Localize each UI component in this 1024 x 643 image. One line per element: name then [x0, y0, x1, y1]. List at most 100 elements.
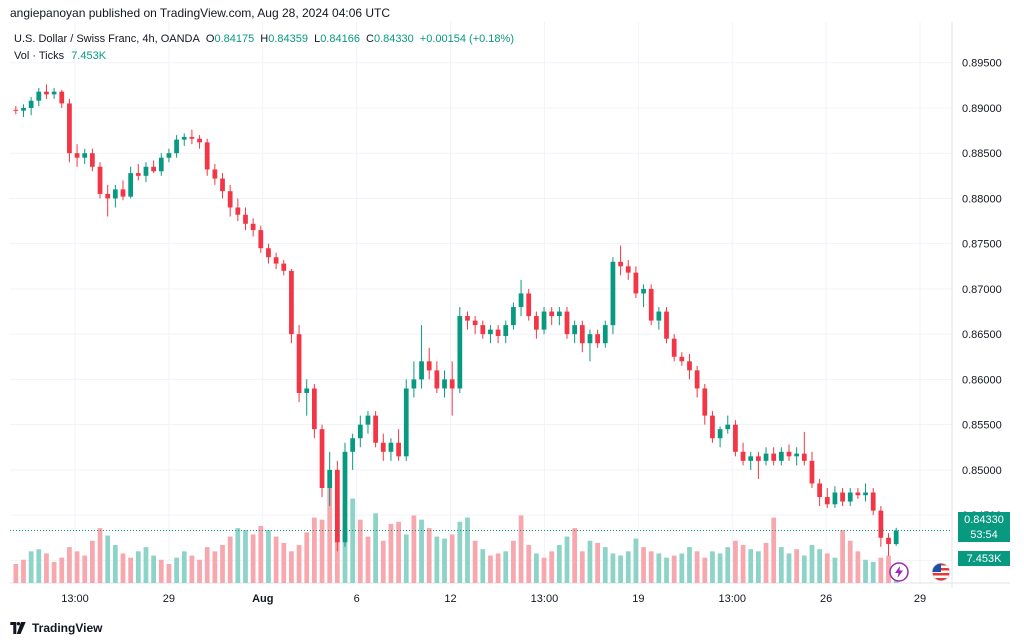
x-tick-label: 6	[354, 593, 360, 605]
lightning-icon[interactable]	[889, 562, 909, 582]
volume-bar	[281, 542, 287, 583]
close-value: 0.84330	[373, 33, 414, 45]
candle-body	[824, 497, 830, 505]
brand-footer: TradingView	[10, 621, 102, 635]
volume-bar	[710, 551, 715, 583]
volume-bar	[717, 553, 723, 583]
volume-bar	[189, 555, 195, 583]
candle-body	[840, 492, 845, 502]
volume-bar	[656, 553, 662, 583]
candle-body	[312, 388, 317, 430]
volume-bar	[610, 553, 616, 583]
volume-bar	[411, 515, 417, 583]
candle-body	[687, 361, 692, 371]
volume-bar	[319, 519, 325, 583]
candle-body	[166, 153, 172, 158]
us-flag-icon[interactable]	[931, 562, 951, 582]
candle-body	[334, 469, 340, 543]
candle-body	[633, 272, 639, 294]
x-tick-label: 13:00	[61, 593, 89, 605]
candle-body	[143, 166, 149, 176]
candle-body	[847, 492, 853, 502]
candle-body	[90, 153, 95, 167]
volume-bar	[549, 551, 555, 583]
candle-body	[281, 263, 287, 271]
volume-bar	[633, 538, 639, 583]
candle-body	[771, 453, 777, 461]
volume-bar	[756, 551, 761, 583]
volume-bar	[847, 540, 853, 583]
volume-legend: Vol · Ticks 7.453K	[14, 50, 106, 62]
volume-label[interactable]: Vol · Ticks	[14, 50, 65, 62]
candle-body	[541, 311, 547, 330]
candle-body	[67, 103, 72, 154]
candle-body	[618, 261, 623, 267]
volume-bar	[365, 536, 371, 583]
candle-body	[304, 388, 310, 393]
candle-body	[235, 207, 241, 215]
volume-bar	[403, 534, 409, 583]
volume-bar	[863, 559, 868, 583]
candle-body	[457, 316, 463, 389]
candle-body	[794, 453, 800, 457]
volume-bar	[556, 545, 562, 583]
candle-body	[105, 193, 111, 199]
volume-bar	[771, 517, 777, 583]
y-tick-label: 0.86000	[962, 374, 1002, 386]
tradingview-logo-icon	[10, 622, 26, 634]
candle-body	[694, 370, 700, 389]
volume-bar	[602, 547, 608, 583]
volume-bar	[380, 540, 386, 583]
candle-body	[648, 288, 654, 321]
candle-body	[327, 469, 333, 488]
candle-body	[112, 189, 118, 199]
candle-body	[710, 415, 715, 439]
volume-bar	[579, 551, 585, 583]
brand-name[interactable]: TradingView	[32, 621, 103, 635]
y-tick-label: 0.88500	[962, 148, 1002, 160]
volume-bar	[304, 532, 310, 583]
candle-body	[250, 223, 256, 231]
last-price-value: 0.84330	[964, 513, 1004, 526]
volume-bar	[28, 551, 34, 583]
candle-body	[832, 492, 838, 505]
volume-bar	[212, 551, 218, 583]
open-value: 0.84175	[214, 33, 255, 45]
ohlc-legend: U.S. Dollar / Swiss Franc, 4h, OANDA O0.…	[14, 33, 517, 45]
volume-bar	[67, 547, 72, 583]
x-tick-label: 13:00	[718, 593, 746, 605]
high-value: 0.84359	[268, 33, 308, 45]
volume-bar	[442, 538, 447, 583]
candle-body	[786, 451, 792, 457]
candle-body	[13, 109, 19, 111]
candle-body	[296, 334, 302, 393]
candle-body	[243, 214, 248, 224]
x-tick-label: 13:00	[531, 593, 559, 605]
volume-bar	[541, 557, 547, 583]
volume-bar	[495, 553, 501, 583]
candle-body	[403, 388, 409, 457]
candle-body	[220, 178, 225, 192]
candle-body	[778, 451, 784, 461]
candle-body	[556, 311, 562, 317]
volume-bar	[488, 555, 493, 583]
y-tick-label: 0.87000	[962, 284, 1002, 296]
candle-body	[426, 361, 432, 371]
symbol-label[interactable]: U.S. Dollar / Swiss Franc, 4h, OANDA	[14, 33, 200, 45]
candle-body	[572, 325, 578, 335]
volume-bar	[327, 488, 333, 583]
candle-body	[212, 169, 218, 179]
volume-bar	[21, 559, 26, 583]
candle-body	[181, 136, 187, 140]
candle-body	[388, 442, 394, 452]
candle-body	[740, 451, 746, 461]
volume-bar	[870, 561, 876, 583]
candle-body	[817, 483, 822, 498]
candle-body	[174, 139, 179, 154]
volume-bar	[166, 564, 172, 583]
volume-tag-value: 7.453K	[966, 552, 1002, 565]
candle-body	[518, 293, 524, 308]
volume-bar	[74, 551, 80, 583]
volume-bar	[702, 557, 708, 583]
